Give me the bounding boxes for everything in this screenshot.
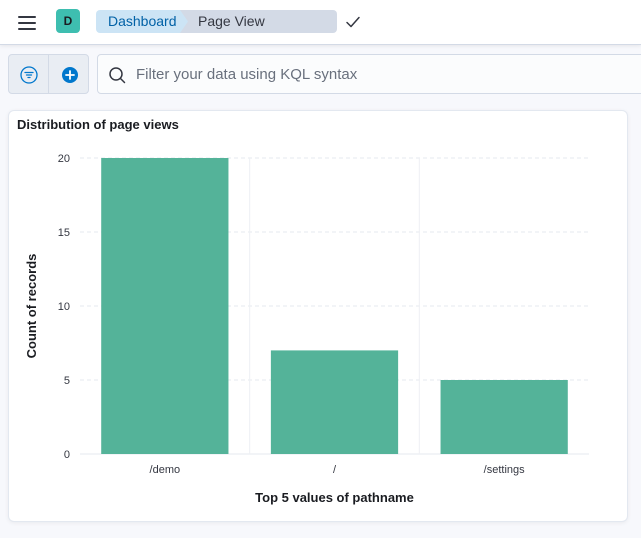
space-avatar[interactable]: D <box>56 9 80 33</box>
check-icon[interactable] <box>344 13 362 31</box>
x-tick-label: /settings <box>484 464 525 476</box>
filter-icon[interactable] <box>19 65 39 85</box>
bar-settings[interactable] <box>440 380 568 454</box>
y-tick-label: 20 <box>58 153 70 165</box>
panel-title: Distribution of page views <box>17 117 179 132</box>
x-axis-title: Top 5 values of pathname <box>255 490 414 505</box>
x-tick-label: /demo <box>150 464 181 476</box>
bar-root[interactable] <box>270 350 399 454</box>
y-tick-label: 0 <box>64 449 70 461</box>
search-input[interactable] <box>136 60 636 88</box>
y-tick-label: 15 <box>58 227 70 239</box>
menu-line <box>18 28 36 30</box>
search-icon <box>109 67 126 84</box>
filter-toolbar <box>8 54 89 94</box>
breadcrumb-page-view-dashboard: Page View Dashboard <box>180 10 337 33</box>
visualization-panel: Distribution of page views 0 5 10 15 20/demo… <box>8 110 628 522</box>
hamburger-menu-icon[interactable] <box>14 12 40 34</box>
breadcrumb-dashboard[interactable]: Dashboard <box>96 10 190 33</box>
x-tick-label: / <box>333 464 337 476</box>
add-filter-icon[interactable] <box>60 65 80 85</box>
menu-line <box>18 22 36 24</box>
kql-search-bar <box>97 54 641 94</box>
y-axis-title: Count of records <box>24 254 39 359</box>
y-tick-label: 5 <box>64 375 70 387</box>
y-tick-label: 10 <box>58 301 70 313</box>
bar-demo[interactable] <box>101 158 229 454</box>
menu-line <box>18 16 36 18</box>
top-header: D Dashboard Page View Dashboard <box>0 0 641 45</box>
bar-chart: 0 5 10 15 20/demo / /settings Top 5 values of p… <box>24 153 589 505</box>
toolbar-divider <box>48 55 49 93</box>
